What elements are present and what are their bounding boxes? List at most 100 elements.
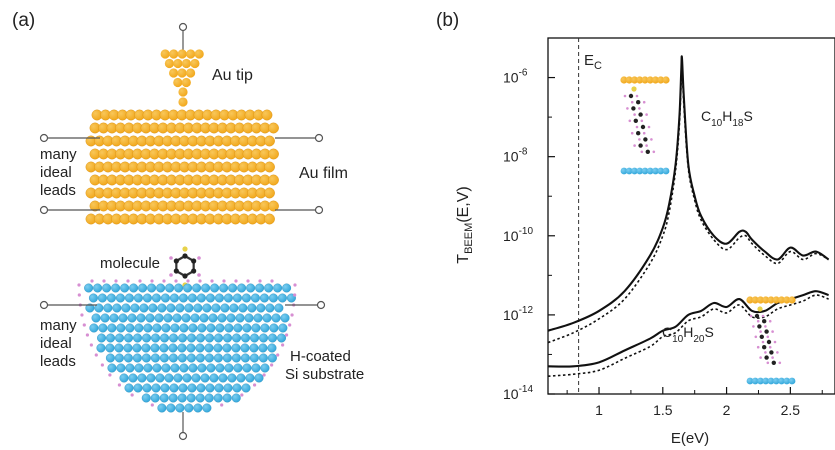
si-atom: [141, 353, 151, 363]
si-atom: [258, 343, 268, 353]
au-film-atom: [268, 148, 279, 160]
y-axis-title-main: T: [455, 254, 472, 264]
si-atom: [641, 167, 649, 175]
si-atom: [228, 283, 238, 293]
si-atom: [214, 383, 224, 393]
si-atom: [157, 403, 167, 413]
si-atom: [147, 283, 157, 293]
label-18-sub2: 18: [732, 118, 744, 129]
si-atom: [205, 293, 215, 303]
hydrogen-atom: [645, 144, 648, 147]
hydrogen-atom: [642, 100, 646, 104]
hydrogen-atom: [90, 279, 94, 283]
si-atom: [746, 377, 754, 385]
si-atom: [204, 343, 214, 353]
au-atom: [746, 296, 754, 304]
label-20-h: H: [683, 324, 693, 340]
si-atom: [241, 333, 250, 343]
si-atom: [178, 293, 188, 303]
si-atom: [223, 293, 233, 303]
hydrogen-atom: [94, 353, 98, 357]
hydrogen-atom: [756, 319, 760, 323]
carbon-atom: [182, 273, 188, 279]
si-atom: [116, 323, 126, 333]
hydrogen-atom: [220, 403, 224, 407]
si-atom: [757, 377, 764, 385]
si-atom: [277, 333, 286, 343]
si-atom: [214, 333, 223, 343]
si-atom: [280, 313, 290, 323]
hydrogen-atom: [130, 393, 134, 397]
au-atom: [641, 76, 649, 84]
hydrogen-atom: [240, 393, 244, 397]
si-atom: [244, 313, 254, 323]
carbon-atom: [182, 253, 188, 259]
hydrogen-atom: [759, 330, 762, 333]
si-atom: [219, 283, 229, 293]
hydrogen-atom: [756, 345, 760, 349]
si-atom: [201, 283, 211, 293]
hydrogen-atom: [169, 256, 173, 260]
si-atom: [106, 293, 116, 303]
si-atom: [260, 363, 270, 373]
si-atom: [142, 293, 152, 303]
si-atom: [173, 373, 183, 383]
substrate-leads: [39, 300, 326, 441]
si-atom: [646, 167, 654, 175]
si-atom: [107, 323, 117, 333]
hydrogen-atom: [288, 323, 292, 327]
au-tip-label: Au tip: [212, 67, 253, 84]
au-atom: [783, 296, 791, 304]
si-atom: [118, 313, 128, 323]
si-atom: [141, 393, 151, 403]
hydrogen-atom: [764, 351, 767, 354]
si-atom: [625, 167, 633, 175]
si-atom: [282, 283, 292, 293]
y-axis-title-rest: (E,V): [455, 186, 472, 222]
hydrogen-atom: [640, 119, 644, 123]
au-atom: [625, 76, 633, 84]
hydrogen-atom: [252, 383, 257, 387]
si-atom: [209, 373, 219, 383]
si-atom: [268, 333, 277, 343]
si-atom: [224, 323, 234, 333]
substrate-label-line-2: Si substrate: [285, 366, 364, 383]
hydrogen-atom: [293, 283, 297, 287]
x-tick-label: 1.5: [653, 402, 673, 418]
si-atom: [150, 343, 160, 353]
hydrogen-atom: [270, 363, 274, 367]
au-tip-atom: [177, 49, 187, 59]
label-20-c: C: [662, 324, 672, 340]
si-atom: [145, 313, 155, 323]
au-atom: [662, 76, 670, 84]
si-atom: [98, 323, 108, 333]
series-c10h18s-dashed: [548, 59, 830, 344]
si-atom: [236, 373, 246, 383]
si-atom: [174, 283, 184, 293]
au-tip-atom: [169, 49, 179, 59]
si-substrate-atoms: [77, 279, 297, 413]
si-atom: [197, 363, 207, 373]
si-atom: [166, 303, 176, 313]
si-atom: [254, 373, 264, 383]
si-atom: [233, 363, 243, 373]
si-atom: [157, 303, 167, 313]
si-atom: [105, 353, 115, 363]
si-atom: [151, 383, 161, 393]
sulfur-atom: [631, 86, 637, 92]
si-atom: [264, 283, 274, 293]
si-atom: [164, 373, 174, 383]
hydrogen-atom: [262, 373, 266, 377]
hydrogen-atom: [628, 119, 632, 123]
si-atom: [184, 303, 194, 313]
label-c10h18s: C10H18S: [701, 108, 753, 129]
hydrogen-atom: [169, 273, 173, 277]
carbon-atom: [173, 268, 179, 274]
y-tick-label: 10-14: [503, 384, 533, 402]
carbon-atom: [762, 319, 767, 324]
si-atom: [188, 323, 198, 333]
au-film-atom: [264, 213, 275, 225]
au-film-atom: [268, 174, 279, 186]
si-atom: [130, 303, 140, 313]
si-atom: [269, 323, 279, 333]
